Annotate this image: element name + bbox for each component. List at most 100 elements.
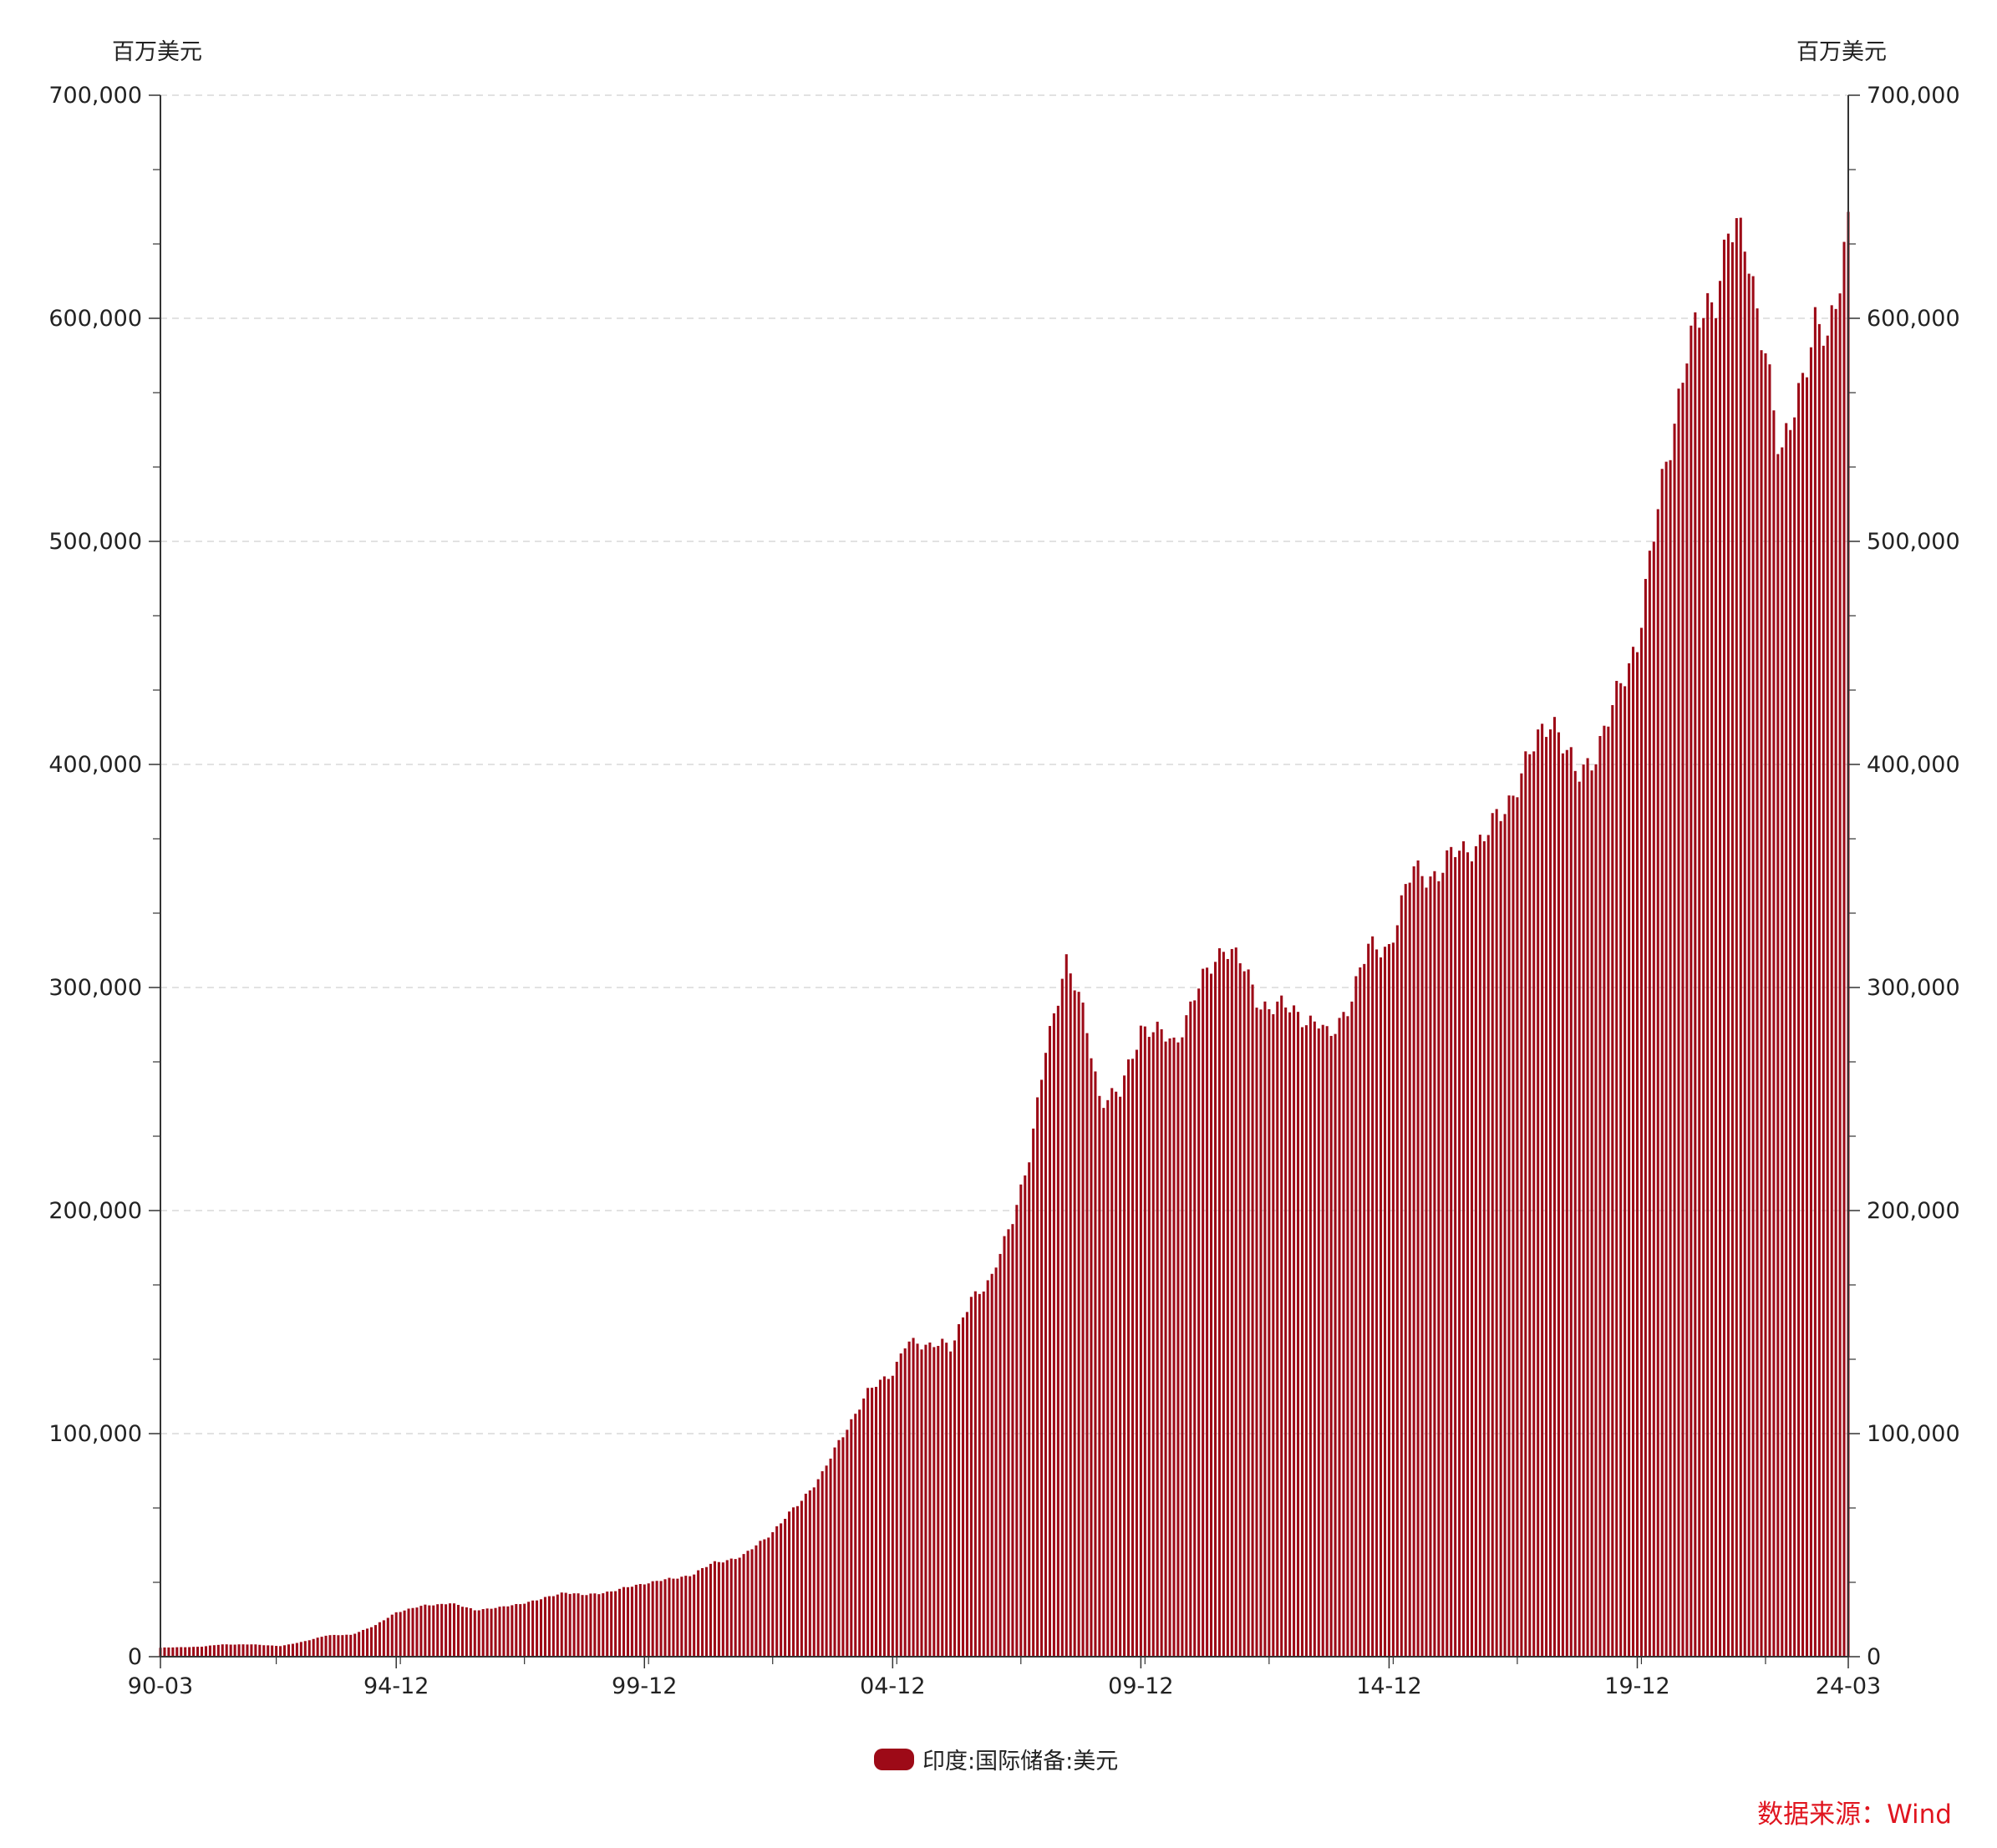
bar xyxy=(903,1348,907,1657)
bar xyxy=(1115,1091,1118,1657)
bar xyxy=(1466,852,1470,1657)
bar xyxy=(1735,218,1738,1658)
bar xyxy=(1776,454,1780,1657)
bar xyxy=(1276,1001,1279,1657)
bar xyxy=(1573,770,1577,1657)
bar xyxy=(271,1645,274,1657)
bar xyxy=(353,1633,357,1657)
bar xyxy=(399,1612,402,1657)
bar xyxy=(1044,1053,1048,1657)
bar xyxy=(1032,1128,1035,1657)
bar xyxy=(1024,1175,1027,1657)
bar xyxy=(1304,1025,1308,1657)
bar xyxy=(1334,1033,1337,1657)
bar xyxy=(965,1312,968,1657)
x-tick-label: 24-03 xyxy=(1816,1673,1881,1699)
bar xyxy=(1660,469,1664,1657)
bar xyxy=(953,1340,957,1657)
bar xyxy=(1785,423,1788,1658)
bar xyxy=(341,1635,344,1657)
bar xyxy=(684,1576,688,1657)
bar xyxy=(1446,850,1449,1657)
bar xyxy=(373,1625,377,1657)
bar xyxy=(1354,976,1358,1657)
bar xyxy=(394,1612,398,1657)
bar xyxy=(506,1606,510,1657)
y-tick-label-left: 700,000 xyxy=(48,83,142,109)
bar xyxy=(184,1647,187,1657)
bar xyxy=(1462,841,1466,1657)
bar xyxy=(1694,312,1697,1658)
bar xyxy=(895,1362,898,1657)
bar xyxy=(200,1647,204,1657)
bar xyxy=(428,1605,431,1657)
bar xyxy=(440,1603,444,1657)
y-tick-label-right: 700,000 xyxy=(1867,83,1960,109)
bar xyxy=(1565,749,1568,1658)
bar xyxy=(606,1592,609,1657)
bar xyxy=(1590,770,1593,1657)
bar xyxy=(704,1566,709,1657)
bar xyxy=(320,1637,323,1657)
bar xyxy=(821,1471,824,1657)
bar xyxy=(1371,936,1375,1657)
bar xyxy=(1664,461,1668,1657)
bar xyxy=(1756,308,1759,1657)
bar xyxy=(196,1647,200,1657)
bar xyxy=(1293,1005,1296,1657)
bar xyxy=(771,1531,775,1657)
bar xyxy=(659,1581,663,1657)
bar xyxy=(973,1291,977,1657)
y-tick-label-left: 400,000 xyxy=(48,752,142,778)
bar xyxy=(577,1593,580,1657)
bar xyxy=(1359,967,1362,1657)
bar xyxy=(1073,990,1076,1657)
bar xyxy=(1545,737,1548,1657)
bar xyxy=(485,1608,489,1657)
bar xyxy=(1830,305,1833,1658)
bar xyxy=(791,1507,795,1657)
bar xyxy=(1206,967,1209,1657)
bar xyxy=(1635,652,1639,1657)
bar xyxy=(1730,241,1734,1657)
bar xyxy=(536,1600,539,1657)
bar xyxy=(1313,1021,1316,1657)
bar xyxy=(1185,1015,1188,1657)
y-tick-label-right: 600,000 xyxy=(1867,306,1960,332)
bar xyxy=(180,1647,183,1657)
x-tick-label: 19-12 xyxy=(1604,1673,1669,1699)
bar xyxy=(477,1610,480,1657)
bar xyxy=(1537,729,1540,1657)
bar xyxy=(829,1458,832,1657)
bar xyxy=(780,1523,783,1657)
bar xyxy=(1809,347,1812,1658)
bar xyxy=(241,1644,245,1657)
bar xyxy=(841,1437,845,1657)
y-tick-label-left: 500,000 xyxy=(48,529,142,555)
bar xyxy=(850,1419,853,1657)
bar xyxy=(1106,1099,1110,1657)
bar xyxy=(746,1551,750,1657)
x-axis: 90-03 94-12 99-12 04-12 09-12 14-12 19-12 24-03 xyxy=(128,1657,1881,1699)
bar xyxy=(969,1297,973,1657)
bar xyxy=(1548,729,1552,1657)
bar xyxy=(287,1644,291,1657)
bar xyxy=(1474,845,1477,1657)
bar-series xyxy=(159,211,1850,1658)
bar xyxy=(1532,751,1536,1657)
bar xyxy=(436,1604,440,1657)
bar xyxy=(1834,308,1837,1658)
y-axis-left: 0 100,000 200,000 300,000 400,000 500,000 600,… xyxy=(48,83,160,1670)
bar xyxy=(866,1388,870,1657)
bar xyxy=(1135,1049,1138,1657)
bar xyxy=(473,1610,476,1657)
bar xyxy=(1578,781,1581,1657)
bar xyxy=(556,1594,559,1657)
bar xyxy=(1094,1071,1097,1657)
bar xyxy=(602,1593,605,1657)
bar xyxy=(547,1596,551,1657)
bar xyxy=(589,1593,592,1657)
bar xyxy=(481,1609,485,1657)
bar xyxy=(846,1429,849,1657)
